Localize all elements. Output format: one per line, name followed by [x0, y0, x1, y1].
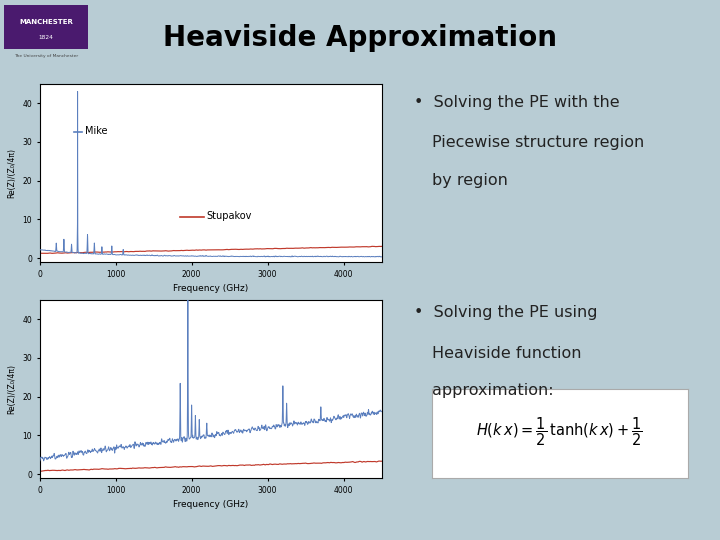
Text: Stupakov: Stupakov	[207, 211, 252, 221]
Text: •  Solving the PE with the: • Solving the PE with the	[414, 94, 620, 110]
Y-axis label: Re(Z)/(Z₀/4π): Re(Z)/(Z₀/4π)	[8, 364, 17, 414]
Text: The University of Manchester: The University of Manchester	[14, 55, 78, 58]
Text: Mike: Mike	[85, 126, 108, 136]
Text: by region: by region	[432, 173, 508, 188]
Bar	[4, 5, 88, 49]
Text: Heaviside function: Heaviside function	[432, 346, 582, 361]
Text: •  Solving the PE using: • Solving the PE using	[414, 305, 598, 320]
X-axis label: Frequency (GHz): Frequency (GHz)	[173, 500, 248, 509]
Text: approximation:: approximation:	[432, 383, 554, 399]
Text: Piecewise structure region: Piecewise structure region	[432, 135, 644, 150]
Y-axis label: Re(Z)/(Z₀/4π): Re(Z)/(Z₀/4π)	[8, 148, 17, 198]
Text: MANCHESTER: MANCHESTER	[19, 19, 73, 25]
Text: 1824: 1824	[38, 35, 53, 40]
Text: $H(k\,x) = \dfrac{1}{2}\,\mathrm{tanh}(k\,x) + \dfrac{1}{2}$: $H(k\,x) = \dfrac{1}{2}\,\mathrm{tanh}(k…	[477, 415, 643, 448]
Text: Heaviside Approximation: Heaviside Approximation	[163, 24, 557, 52]
X-axis label: Frequency (GHz): Frequency (GHz)	[173, 284, 248, 293]
